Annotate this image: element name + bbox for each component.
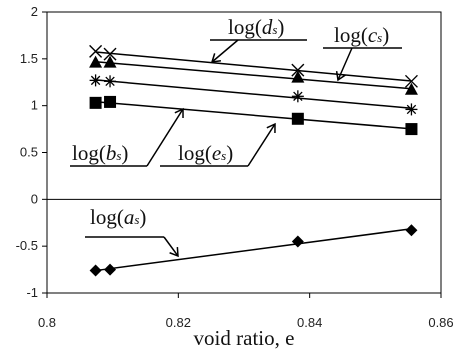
x-axis-label: void ratio, e bbox=[194, 326, 295, 350]
triangle-marker bbox=[89, 55, 103, 68]
x-tick-label: 0.84 bbox=[297, 315, 322, 330]
triangle-marker bbox=[291, 70, 305, 83]
square-marker bbox=[405, 123, 418, 136]
annotation-base: log( bbox=[334, 23, 368, 47]
diamond-marker bbox=[89, 264, 102, 277]
series-x-cross bbox=[89, 44, 418, 88]
annotation-close: ) bbox=[277, 15, 284, 39]
square-marker bbox=[104, 95, 117, 108]
y-tick-label: -0.5 bbox=[16, 238, 38, 253]
annotation-arrow bbox=[211, 39, 239, 63]
annotation-cs: log(cs) bbox=[323, 23, 402, 82]
annotation-ds: log(ds) bbox=[210, 15, 307, 63]
annotation-layer: log(ds) log(cs)log(bs) log(es)log(as) bbox=[70, 15, 402, 258]
y-tick-label: 1 bbox=[31, 98, 38, 113]
annotation-close: ) bbox=[121, 141, 128, 165]
annotation-as: log(as) bbox=[85, 205, 179, 258]
annotation-label: log(as) bbox=[90, 205, 146, 229]
annotation-arrow bbox=[247, 123, 276, 167]
annotation-variable: e bbox=[212, 141, 221, 165]
x-tick-label: 0.86 bbox=[428, 315, 453, 330]
series-layer bbox=[89, 44, 418, 277]
annotation-base: log( bbox=[178, 141, 212, 165]
asterisk-marker bbox=[105, 76, 115, 87]
annotation-label: log(es) bbox=[178, 141, 233, 165]
asterisk-marker bbox=[90, 75, 101, 86]
x-cross-marker bbox=[404, 74, 418, 88]
trend-line bbox=[95, 51, 412, 82]
y-tick-label: -1 bbox=[26, 285, 38, 300]
x-cross-marker bbox=[89, 44, 103, 58]
y-tick-label: 1.5 bbox=[20, 51, 38, 66]
annotation-es: log(es) bbox=[160, 122, 276, 167]
trend-line bbox=[95, 228, 412, 272]
series-asterisk bbox=[89, 74, 418, 116]
annotation-subscript: s bbox=[221, 148, 226, 163]
annotation-variable: d bbox=[262, 15, 273, 39]
annotation-base: log( bbox=[72, 141, 106, 165]
x-cross-marker bbox=[291, 63, 305, 77]
series-triangle bbox=[89, 55, 418, 95]
annotation-arrow bbox=[163, 236, 179, 257]
trend-line bbox=[95, 79, 412, 110]
annotation-variable: b bbox=[106, 141, 117, 165]
x-cross-marker bbox=[103, 47, 117, 61]
triangle-marker bbox=[404, 82, 418, 95]
asterisk-marker bbox=[406, 104, 417, 115]
annotation-variable: c bbox=[368, 23, 378, 47]
arrow-head-icon bbox=[174, 107, 184, 119]
annotation-close: ) bbox=[139, 205, 146, 229]
annotation-subscript: s bbox=[377, 30, 382, 45]
series-diamond bbox=[89, 224, 418, 277]
arrow-head-icon bbox=[210, 53, 222, 63]
annotation-arrow bbox=[337, 47, 353, 81]
axes: 2 1.5 1 0.5 0 -0.5 -10.8 0.82 0.84 0.86 bbox=[16, 4, 454, 330]
annotation-base: log( bbox=[228, 15, 262, 39]
y-tick-label: 0.5 bbox=[20, 145, 38, 160]
diamond-marker bbox=[405, 224, 418, 237]
annotation-label: log(cs) bbox=[334, 23, 389, 47]
square-marker bbox=[291, 112, 304, 125]
annotation-close: ) bbox=[226, 141, 233, 165]
triangle-marker bbox=[103, 55, 117, 68]
trend-line bbox=[95, 100, 412, 130]
annotation-label: log(ds) bbox=[228, 15, 284, 39]
diamond-marker bbox=[291, 235, 304, 248]
arrow-head-icon bbox=[169, 246, 179, 258]
annotation-bs: log(bs) bbox=[70, 107, 184, 167]
annotation-arrow bbox=[146, 108, 184, 167]
annotation-close: ) bbox=[382, 23, 389, 47]
series-square bbox=[89, 95, 418, 136]
annotation-subscript: s bbox=[134, 212, 139, 227]
y-tick-label: 2 bbox=[31, 4, 38, 19]
trend-line bbox=[95, 60, 412, 90]
x-tick-label: 0.8 bbox=[38, 315, 56, 330]
asterisk-marker bbox=[293, 91, 303, 102]
annotation-base: log( bbox=[90, 205, 124, 229]
x-tick-label: 0.82 bbox=[166, 315, 191, 330]
square-marker bbox=[89, 96, 102, 109]
annotation-subscript: s bbox=[272, 22, 277, 37]
arrow-head-icon bbox=[266, 122, 276, 134]
diamond-marker bbox=[104, 263, 117, 276]
arrow-head-icon bbox=[335, 70, 346, 82]
annotation-subscript: s bbox=[116, 148, 121, 163]
annotation-label: log(bs) bbox=[72, 141, 128, 165]
y-tick-label: 0 bbox=[31, 191, 38, 206]
annotation-variable: a bbox=[124, 205, 135, 229]
